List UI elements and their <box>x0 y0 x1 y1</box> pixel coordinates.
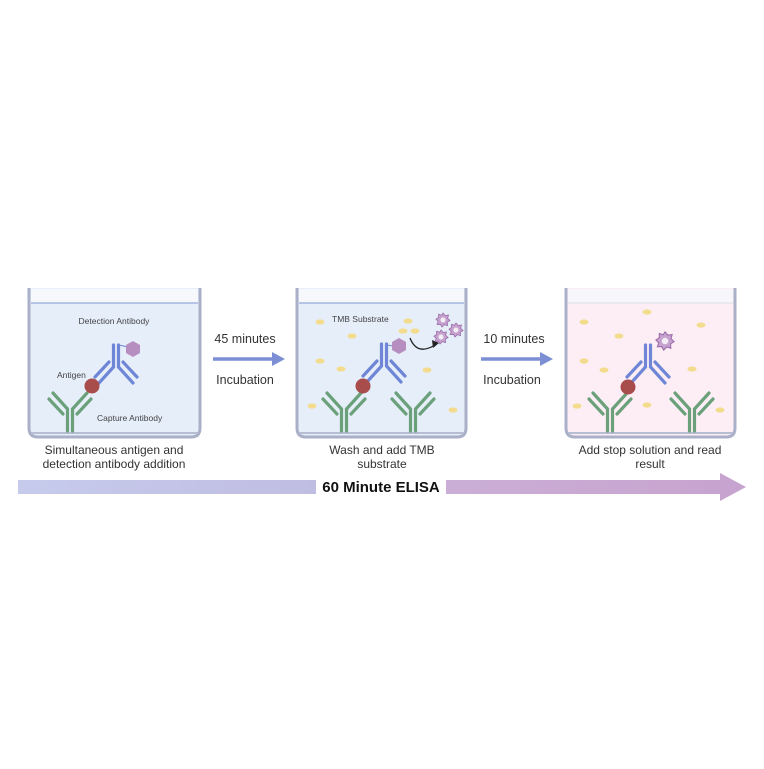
antigen-icon <box>620 379 636 395</box>
caption-step-1-line2: detection antibody addition <box>43 457 186 471</box>
enzyme-hexagon-icon <box>392 338 406 354</box>
antigen-icon <box>355 378 371 394</box>
timeline-left-segment <box>18 480 316 494</box>
caption-step-3-line1: Add stop solution and read <box>579 443 722 457</box>
transition-2-time: 10 minutes <box>483 332 544 346</box>
caption-step-2-line1: Wash and add TMB <box>329 443 434 457</box>
timeline-bar: 60 Minute ELISA <box>18 473 746 501</box>
caption-step-3-line2: result <box>635 457 665 471</box>
label-capture-antibody: Capture Antibody <box>97 413 163 423</box>
transition-1: 45 minutes Incubation <box>213 332 285 387</box>
timeline-right-segment <box>446 480 722 494</box>
transition-2: 10 minutes Incubation <box>481 332 553 387</box>
transition-1-label: Incubation <box>216 373 274 387</box>
reaction-arrow-icon <box>409 337 436 350</box>
label-detection-antibody: Detection Antibody <box>79 316 151 326</box>
caption-step-1-line1: Simultaneous antigen and <box>45 443 184 457</box>
caption-step-2-line2: substrate <box>357 457 407 471</box>
timeline-arrowhead-icon <box>720 473 746 501</box>
label-tmb-substrate: TMB Substrate <box>332 314 389 324</box>
well-step-1: Detection Antibody Antigen Capture Antib… <box>27 288 202 471</box>
antigen-icon <box>84 378 100 394</box>
enzyme-hexagon-icon <box>126 341 140 357</box>
well-step-2: TMB Substrate Wash and add TMB substrate <box>295 288 468 471</box>
transition-1-time: 45 minutes <box>214 332 275 346</box>
label-antigen: Antigen <box>57 370 86 380</box>
transition-2-label: Incubation <box>483 373 541 387</box>
timeline-title: 60 Minute ELISA <box>322 479 440 496</box>
well-step-3: Add stop solution and read result <box>564 288 737 471</box>
